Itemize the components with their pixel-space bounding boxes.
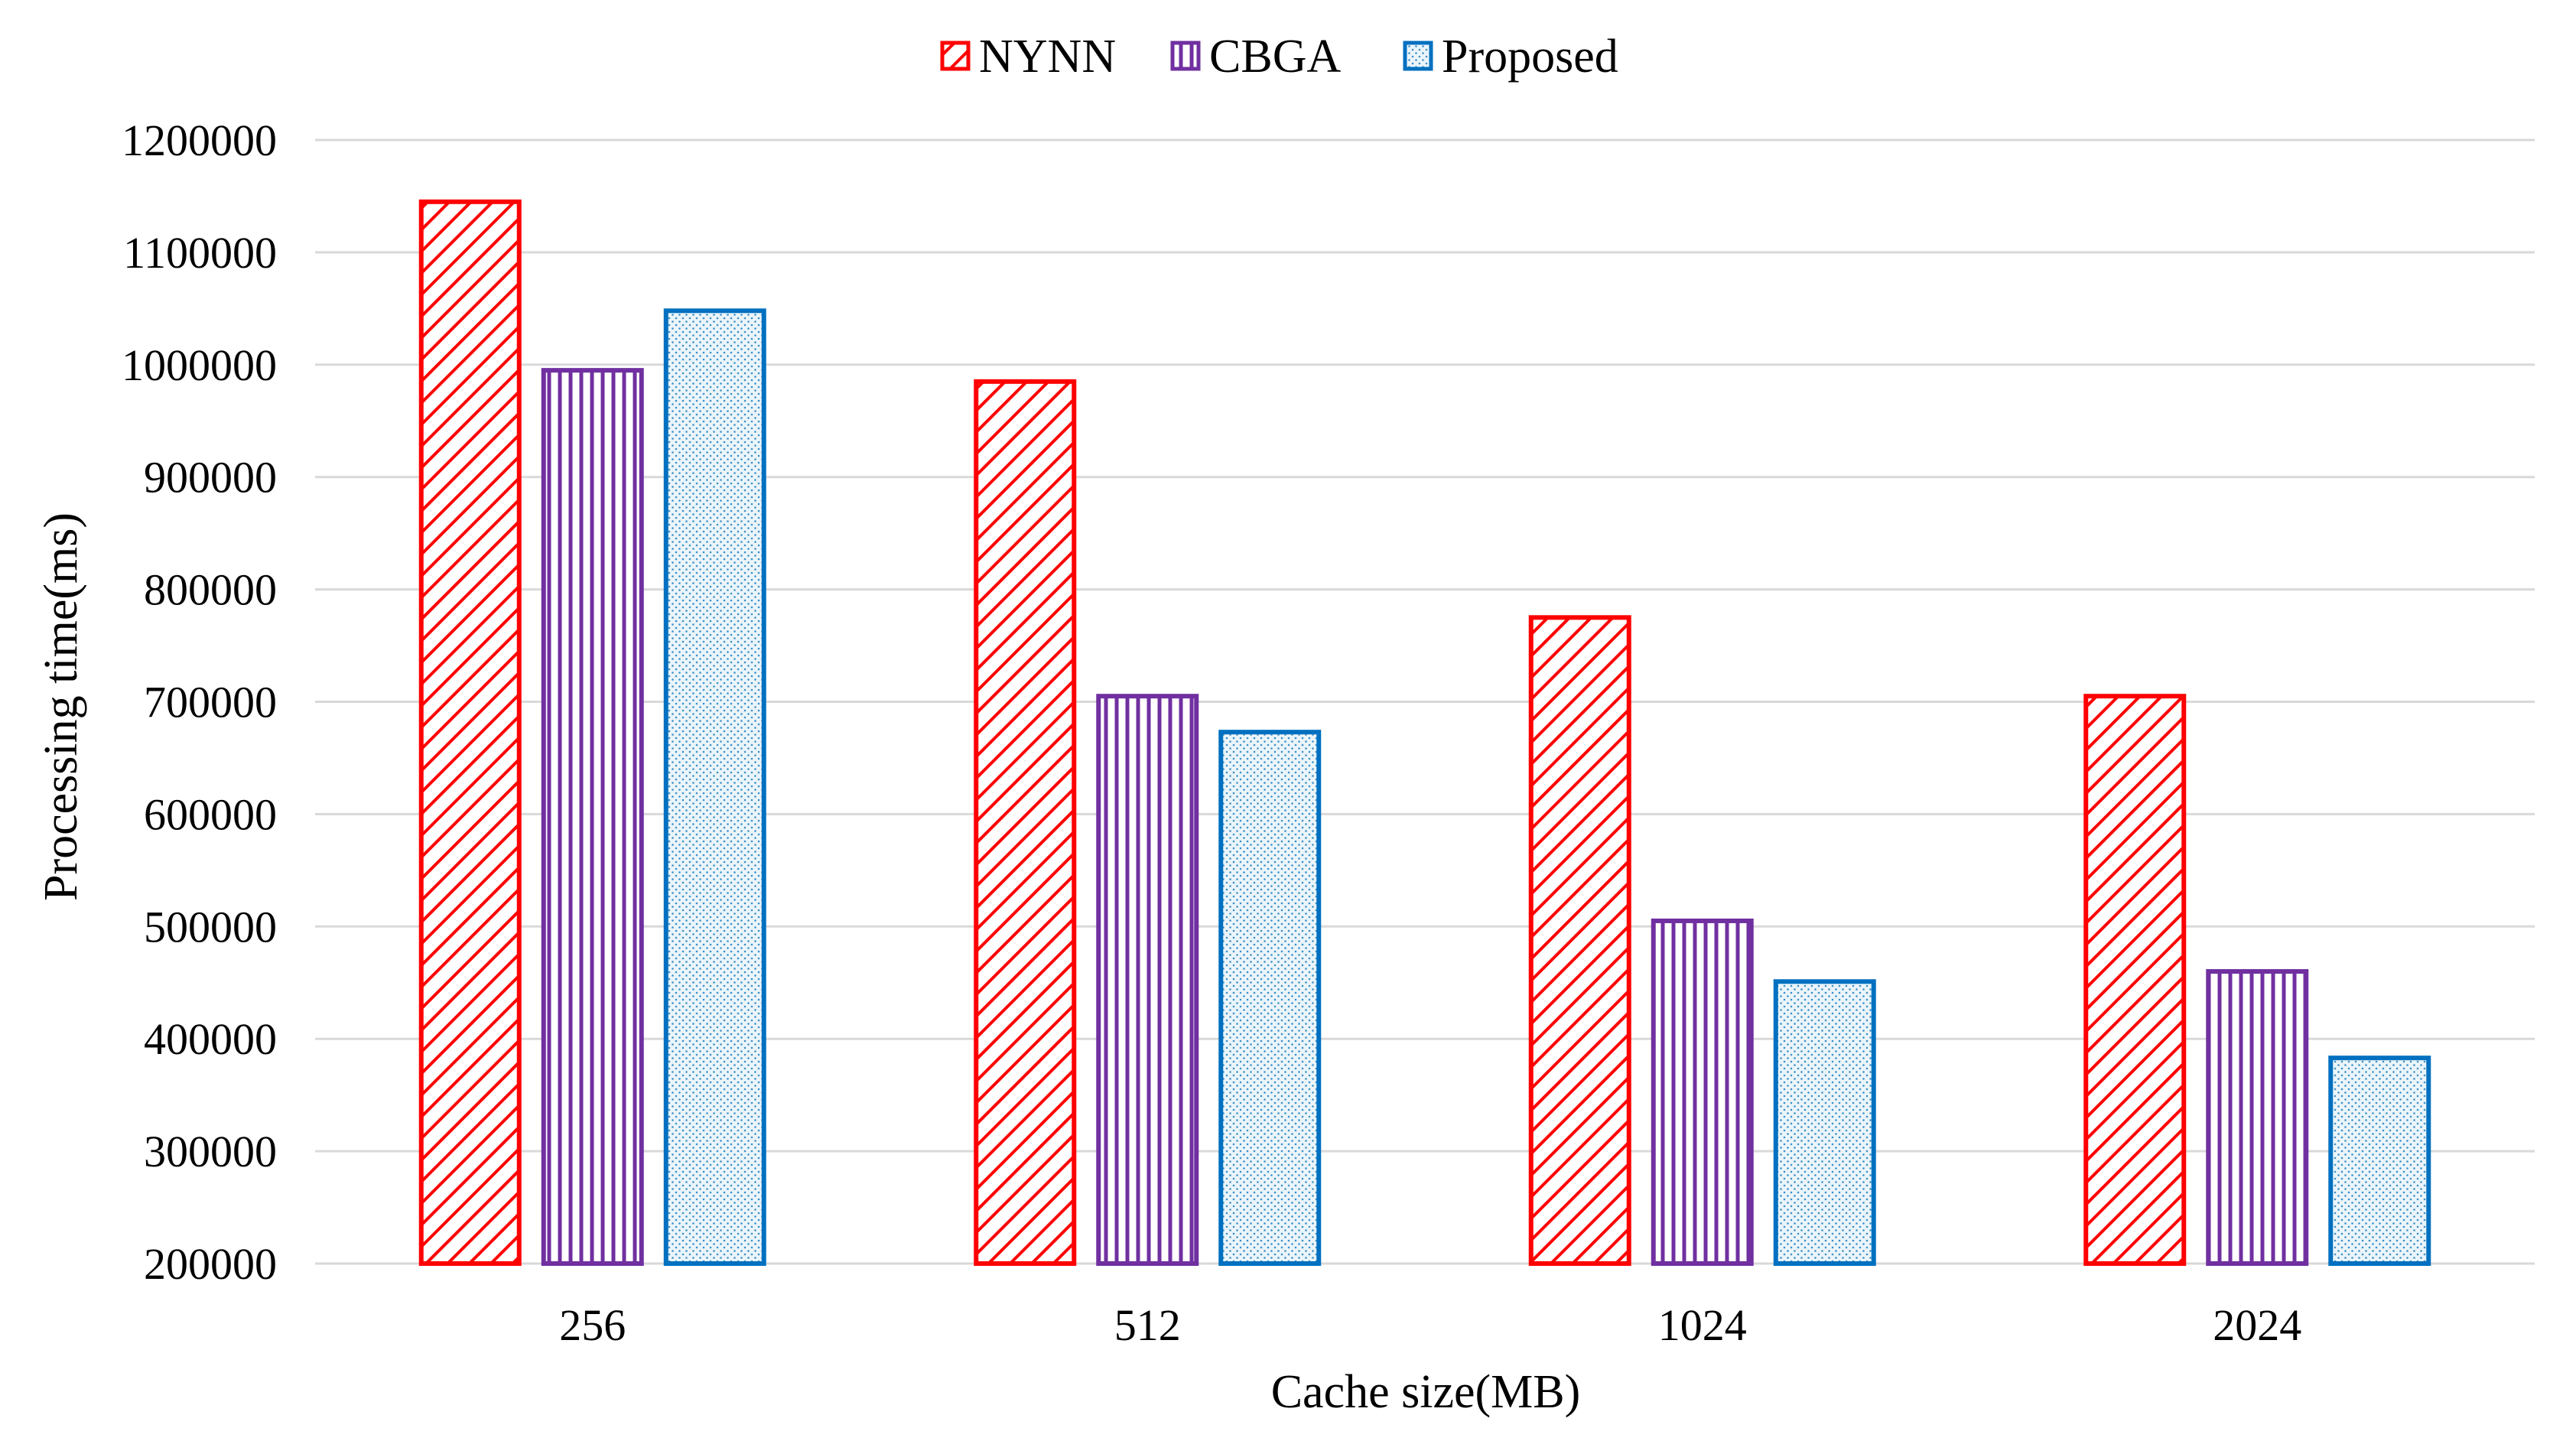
bar-nynn-512 xyxy=(974,379,1077,1267)
y-tick-label: 1200000 xyxy=(122,115,277,165)
bar-cbga-2024 xyxy=(2206,969,2309,1267)
x-tick-label: 256 xyxy=(559,1300,626,1350)
bar-proposed-256 xyxy=(663,308,766,1267)
legend-label-proposed: Proposed xyxy=(1442,31,1618,83)
y-axis-ticks: 200000 300000 400000 500000 600000 700000 8000… xyxy=(122,115,277,1289)
bar-cbga-512 xyxy=(1096,694,1199,1266)
y-tick-label: 800000 xyxy=(144,565,277,615)
y-tick-label: 700000 xyxy=(144,678,277,727)
legend-swatch-proposed xyxy=(1403,41,1433,71)
x-tick-label: 2024 xyxy=(2213,1300,2301,1350)
bar-nynn-256 xyxy=(418,199,522,1266)
x-axis-title: Cache size(MB) xyxy=(1271,1366,1581,1418)
x-tick-label: 1024 xyxy=(1658,1300,1747,1350)
legend: NYNN CBGA Proposed xyxy=(940,31,1618,83)
x-tick-label: 512 xyxy=(1114,1300,1181,1350)
bar-cbga-256 xyxy=(541,368,644,1266)
y-axis-title: Processing time(ms) xyxy=(35,512,87,901)
y-tick-label: 500000 xyxy=(144,902,277,951)
y-tick-label: 200000 xyxy=(144,1239,277,1289)
bar-cbga-1024 xyxy=(1651,918,1754,1266)
bar-proposed-1024 xyxy=(1773,979,1876,1266)
bars xyxy=(418,199,2431,1267)
bar-nynn-1024 xyxy=(1528,615,1631,1266)
y-tick-label: 400000 xyxy=(144,1014,277,1064)
y-tick-label: 300000 xyxy=(144,1127,277,1176)
legend-swatch-nynn xyxy=(940,41,971,71)
x-axis-ticks: 256 512 1024 2024 xyxy=(559,1300,2301,1350)
legend-label-nynn: NYNN xyxy=(979,31,1116,83)
y-tick-label: 1100000 xyxy=(123,228,277,278)
bar-proposed-512 xyxy=(1218,730,1322,1266)
y-tick-label: 600000 xyxy=(144,789,277,839)
y-tick-label: 1000000 xyxy=(122,340,277,390)
gridlines xyxy=(315,138,2535,1265)
y-tick-label: 900000 xyxy=(144,453,277,503)
legend-swatch-cbga xyxy=(1170,41,1201,71)
legend-label-cbga: CBGA xyxy=(1209,31,1341,83)
bar-nynn-2024 xyxy=(2083,694,2187,1266)
bar-proposed-2024 xyxy=(2328,1056,2431,1266)
